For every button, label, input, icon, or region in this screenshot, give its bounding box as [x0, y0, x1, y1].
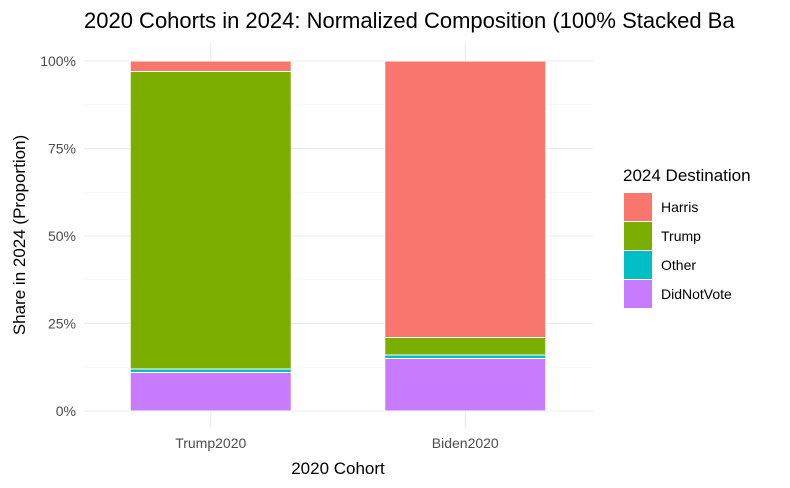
x-axis-ticks: Trump2020 Biden2020 [175, 435, 499, 451]
x-axis-title: 2020 Cohort [291, 459, 385, 478]
y-tick-label: 75% [48, 141, 76, 157]
legend-label-didnotvote: DidNotVote [661, 286, 732, 302]
y-tick-label: 0% [56, 403, 76, 419]
legend-title: 2024 Destination [623, 166, 751, 185]
bar-segment-trump2020-harris [129, 60, 292, 72]
legend-key-other [624, 251, 652, 279]
bar-segment-biden2020-other [384, 354, 547, 359]
legend-label-harris: Harris [661, 199, 698, 215]
bar-segment-biden2020-trump [384, 337, 547, 356]
plot-area: 0% 25% 50% 75% 100% Trump2020 Biden2020 [40, 43, 593, 451]
bar-segment-trump2020-didnotvote [129, 372, 292, 412]
x-tick-label: Biden2020 [432, 435, 499, 451]
legend-label-trump: Trump [661, 228, 701, 244]
bars [129, 60, 547, 412]
y-tick-label: 25% [48, 316, 76, 332]
chart-title: 2020 Cohorts in 2024: Normalized Composi… [84, 8, 735, 33]
legend-key-harris [624, 193, 652, 221]
y-tick-label: 50% [48, 228, 76, 244]
legend-key-trump [624, 222, 652, 250]
bar-segment-biden2020-harris [384, 60, 547, 338]
legend-key-didnotvote [624, 280, 652, 308]
bar-segment-trump2020-other [129, 368, 292, 373]
legend-items: Harris Trump Other DidNotVote [624, 193, 732, 308]
y-axis-ticks: 0% 25% 50% 75% 100% [40, 53, 76, 419]
bar-segment-biden2020-didnotvote [384, 358, 547, 412]
bar-segment-trump2020-trump [129, 71, 292, 370]
legend-label-other: Other [661, 257, 696, 273]
y-axis-title: Share in 2024 (Proportion) [10, 135, 29, 335]
legend: 2024 Destination Harris Trump Other DidNotV… [623, 166, 751, 308]
y-tick-label: 100% [40, 53, 76, 69]
x-tick-label: Trump2020 [175, 435, 246, 451]
